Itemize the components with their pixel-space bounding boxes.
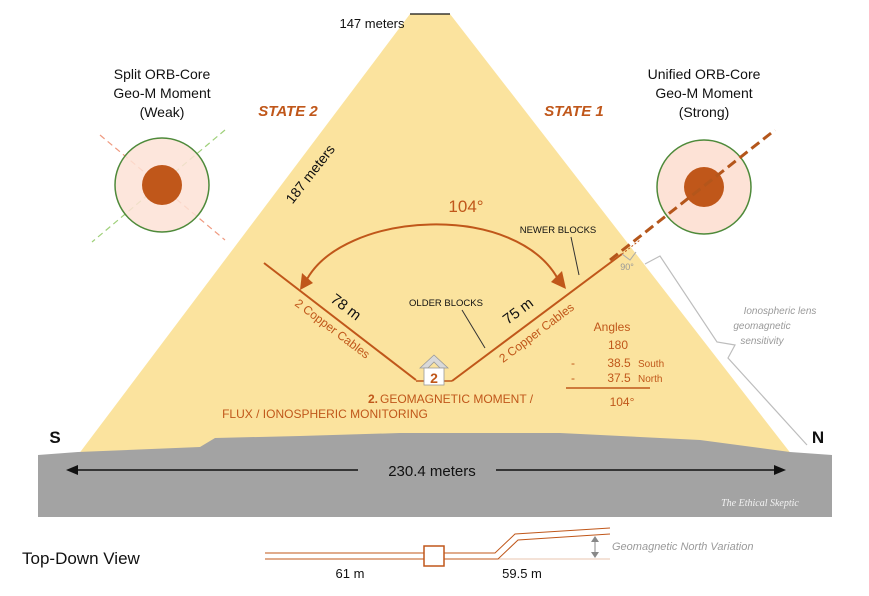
angles-op-north: -: [571, 371, 575, 385]
newer-blocks-label: NEWER BLOCKS: [520, 225, 597, 236]
unified-core-title-1: Unified ORB-Core: [648, 66, 761, 82]
topdown-variation-label: Geomagnetic North Variation: [612, 541, 753, 553]
base-arrowhead-right: [774, 465, 786, 475]
split-core-symbol: [91, 129, 226, 243]
angles-op-south: -: [571, 356, 575, 370]
left-shaft-line: [263, 262, 417, 381]
split-core-title-3: (Weak): [140, 104, 185, 120]
apex-label: 147 meters: [339, 16, 405, 31]
chamber-icon: [418, 354, 450, 386]
angle-arc: [304, 223, 561, 284]
right-angle-label: 90°: [620, 262, 634, 272]
caption-line-2: FLUX / IONOSPHERIC MONITORING: [222, 407, 428, 421]
older-blocks-label: OLDER BLOCKS: [409, 298, 483, 309]
arc-arrowhead-left: [300, 273, 313, 290]
lens-note-2: geomagnetic: [733, 321, 790, 332]
topdown-title: Top-Down View: [22, 549, 141, 568]
angles-value-180: 180: [608, 338, 628, 352]
angles-label-south: South: [638, 359, 664, 370]
topdown-right-length: 59.5 m: [502, 566, 542, 581]
compass-north: N: [812, 428, 824, 447]
newer-blocks-pointer: [570, 236, 580, 276]
angles-label-north: North: [638, 374, 662, 385]
arc-arrowhead-right: [551, 271, 566, 289]
angles-value-north: 37.5: [607, 371, 631, 385]
unified-core-symbol: [609, 128, 776, 262]
pyramid-body: [78, 14, 792, 455]
state-2-label: STATE 2: [258, 103, 318, 120]
right-angle-marker: [621, 251, 637, 261]
older-blocks-pointer: [461, 309, 486, 349]
state-1-label: STATE 1: [544, 103, 603, 120]
ground-base: [38, 433, 832, 517]
unified-core-title-3: (Strong): [679, 104, 730, 120]
angle-label: 104°: [448, 197, 483, 216]
base-arrowhead-left: [66, 465, 78, 475]
caption-line-1: GEOMAGNETIC MOMENT /: [380, 392, 534, 406]
topdown-diagram: [265, 527, 611, 567]
split-core-title-2: Geo-M Moment: [113, 85, 210, 101]
compass-south: S: [49, 428, 60, 447]
lens-bracket: [644, 255, 808, 446]
lens-note-3: sensitivity: [740, 336, 784, 347]
watermark: The Ethical Skeptic: [721, 498, 799, 509]
angles-value-south: 38.5: [607, 356, 631, 370]
base-width-label: 230.4 meters: [388, 463, 476, 480]
unified-core-title-2: Geo-M Moment: [655, 85, 752, 101]
lens-note-1: Ionospheric lens: [744, 306, 817, 317]
chamber-number: 2: [430, 370, 438, 386]
caption-number: 2.: [368, 392, 378, 406]
right-shaft-line: [451, 253, 623, 382]
topdown-left-length: 61 m: [336, 566, 365, 581]
angles-result: 104°: [610, 395, 635, 409]
split-core-title-1: Split ORB-Core: [114, 66, 211, 82]
angles-title: Angles: [594, 320, 631, 334]
